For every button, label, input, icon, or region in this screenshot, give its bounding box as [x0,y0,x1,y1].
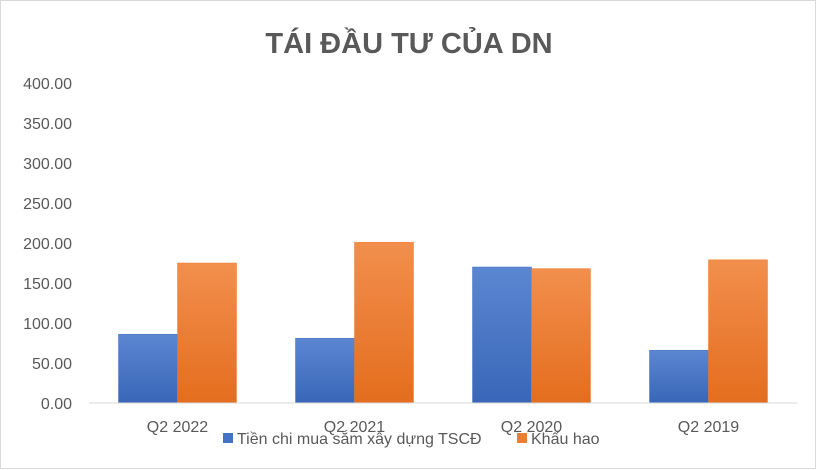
y-tick-label: 300.00 [23,156,72,173]
bar-khau-hao-1 [354,241,414,404]
legend-swatch [517,433,527,443]
x-tick-label: Q2 2022 [147,419,208,436]
bar-tscd-3 [649,349,709,404]
plot-area [118,241,768,404]
legend-label: Khấu hao [531,431,600,448]
bar-tscd-2 [472,266,532,404]
y-tick-label: 150.00 [23,276,72,293]
y-tick-label: 50.00 [32,356,72,373]
y-tick-label: 250.00 [23,196,72,213]
y-tick-label: 100.00 [23,316,72,333]
bar-khau-hao-3 [708,259,768,404]
bar-khau-hao-0 [177,262,237,404]
bar-tscd-0 [118,333,178,404]
x-axis: Q2 2022 Q2 2021 Q2 2020 Q2 2019 [147,419,739,436]
y-axis: 0.00 50.00 100.00 150.00 200.00 250.00 300.00 3… [23,76,72,413]
bar-tscd-1 [295,337,355,404]
y-tick-label: 400.00 [23,76,72,93]
y-tick-label: 200.00 [23,236,72,253]
legend: Tiền chi mua sắm xây dựng TSCĐ Khấu hao [223,429,600,448]
y-tick-label: 350.00 [23,116,72,133]
bar-khau-hao-2 [531,268,591,404]
chart-title: TÁI ĐẦU TƯ CỦA DN [265,26,552,60]
x-tick-label: Q2 2019 [678,419,739,436]
x-tick-label: Q2 2021 [324,419,385,436]
legend-swatch [223,433,233,443]
legend-label: Tiền chi mua sắm xây dựng TSCĐ [237,429,482,448]
y-tick-label: 0.00 [41,396,72,413]
x-tick-label: Q2 2020 [501,419,562,436]
